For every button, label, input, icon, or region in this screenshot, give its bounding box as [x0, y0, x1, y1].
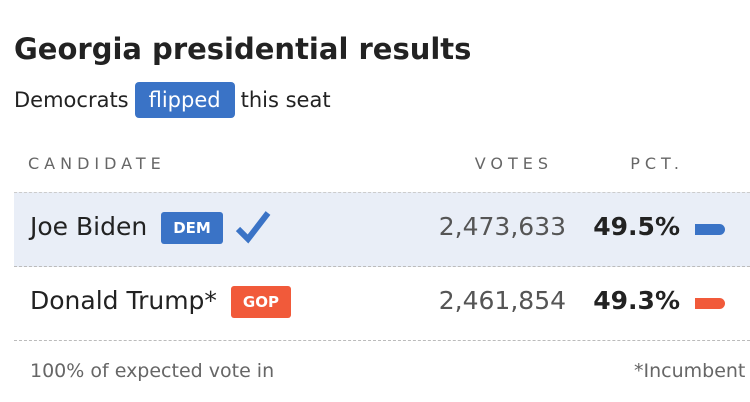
- percent-bar: [695, 298, 725, 309]
- flipped-badge: flipped: [134, 82, 235, 118]
- divider: [14, 192, 750, 193]
- check-path: [235, 211, 271, 244]
- footer-note: 100% of expected vote in: [30, 360, 275, 382]
- candidate-name: Joe Biden: [30, 212, 148, 241]
- subtitle: Democrats flipped this seat: [14, 82, 331, 118]
- candidate-row: Joe Biden DEM 2,473,633 49.5%: [14, 192, 750, 267]
- column-header: PCT.: [630, 154, 684, 173]
- candidate-row: Donald Trump* GOP 2,461,854 49.3%: [14, 266, 750, 341]
- title: Georgia presidential results: [14, 32, 472, 66]
- winner-check: [235, 211, 271, 244]
- candidate-name: Donald Trump*: [30, 286, 217, 315]
- vote-count: 2,461,854: [438, 286, 566, 315]
- percent-bar: [695, 224, 725, 235]
- footer-note: *Incumbent: [634, 360, 746, 382]
- subtitle-text: Democrats: [14, 88, 129, 112]
- column-header: CANDIDATE: [28, 154, 166, 173]
- subtitle-text: this seat: [240, 88, 331, 112]
- party-badge: DEM: [161, 212, 223, 244]
- column-header: VOTES: [474, 154, 553, 173]
- party-badge: GOP: [230, 286, 291, 318]
- vote-percent: 49.3%: [593, 286, 680, 315]
- vote-percent: 49.5%: [593, 212, 680, 241]
- vote-count: 2,473,633: [438, 212, 566, 241]
